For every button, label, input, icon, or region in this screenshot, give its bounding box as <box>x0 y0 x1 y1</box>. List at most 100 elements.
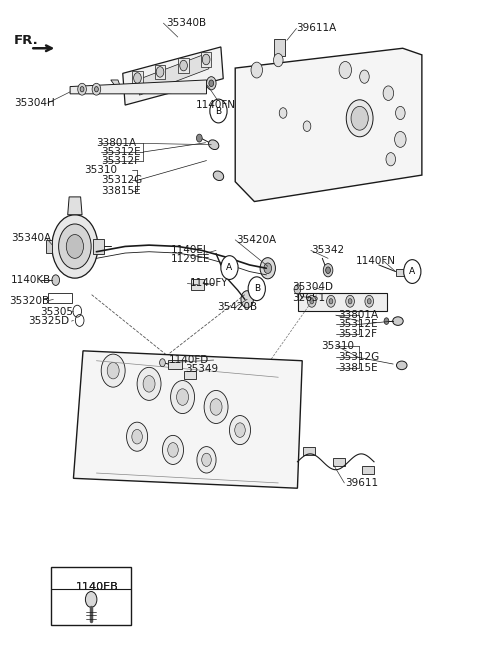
Polygon shape <box>299 293 387 311</box>
Circle shape <box>52 214 98 278</box>
Circle shape <box>206 77 216 90</box>
Circle shape <box>248 277 265 301</box>
Circle shape <box>395 132 406 148</box>
Circle shape <box>80 87 84 92</box>
Text: 33801A: 33801A <box>96 138 136 148</box>
Circle shape <box>351 107 368 130</box>
Text: 1140EB: 1140EB <box>76 583 119 592</box>
Text: FR.: FR. <box>14 34 39 47</box>
Polygon shape <box>73 351 302 489</box>
Bar <box>178 58 189 73</box>
Circle shape <box>210 99 227 123</box>
Text: 1129EE: 1129EE <box>170 254 210 264</box>
Circle shape <box>339 62 351 79</box>
Polygon shape <box>235 48 422 201</box>
Text: 1140FY: 1140FY <box>190 279 228 289</box>
Circle shape <box>202 453 211 467</box>
Circle shape <box>303 121 311 132</box>
Circle shape <box>383 86 394 101</box>
Circle shape <box>386 153 396 166</box>
Text: 35305: 35305 <box>40 307 73 317</box>
Circle shape <box>325 267 330 273</box>
Text: A: A <box>409 267 415 276</box>
Circle shape <box>132 430 143 444</box>
Text: 35420A: 35420A <box>236 235 276 245</box>
Circle shape <box>367 299 371 304</box>
Circle shape <box>274 54 283 67</box>
Text: 35312E: 35312E <box>338 319 378 330</box>
Circle shape <box>107 362 119 379</box>
Circle shape <box>221 256 238 279</box>
Circle shape <box>251 62 263 78</box>
Polygon shape <box>123 47 223 105</box>
Polygon shape <box>46 240 52 253</box>
Polygon shape <box>168 360 181 369</box>
Bar <box>132 71 143 85</box>
Ellipse shape <box>208 140 219 150</box>
Circle shape <box>346 295 354 307</box>
Circle shape <box>78 83 86 95</box>
Text: 35304H: 35304H <box>14 98 55 108</box>
Circle shape <box>85 592 97 607</box>
Ellipse shape <box>396 361 407 369</box>
Circle shape <box>180 60 187 71</box>
Circle shape <box>156 67 164 77</box>
Polygon shape <box>68 197 82 214</box>
Polygon shape <box>333 458 345 466</box>
Circle shape <box>204 391 228 424</box>
Circle shape <box>365 295 373 307</box>
Circle shape <box>127 422 148 451</box>
Text: A: A <box>227 263 232 272</box>
Polygon shape <box>281 84 295 97</box>
Circle shape <box>346 100 373 137</box>
Text: 1140FD: 1140FD <box>169 355 209 365</box>
Circle shape <box>177 389 189 405</box>
Circle shape <box>294 285 301 294</box>
Text: 1140KB: 1140KB <box>11 275 51 285</box>
Polygon shape <box>191 279 204 290</box>
Circle shape <box>308 295 316 307</box>
Circle shape <box>348 299 352 304</box>
Circle shape <box>323 263 333 277</box>
Text: 35342: 35342 <box>311 246 344 256</box>
Circle shape <box>310 299 314 304</box>
Text: 35340A: 35340A <box>11 233 51 243</box>
Ellipse shape <box>213 171 224 181</box>
Circle shape <box>92 83 101 95</box>
Circle shape <box>197 447 216 473</box>
Bar <box>201 52 211 67</box>
Ellipse shape <box>393 317 403 326</box>
Polygon shape <box>362 467 374 475</box>
Circle shape <box>326 295 335 307</box>
Circle shape <box>264 263 272 273</box>
Polygon shape <box>396 269 407 275</box>
Text: 1140FN: 1140FN <box>196 100 236 110</box>
Polygon shape <box>274 39 286 56</box>
Circle shape <box>360 70 369 83</box>
Polygon shape <box>303 448 315 455</box>
Text: 35312F: 35312F <box>101 156 140 166</box>
Circle shape <box>66 234 84 258</box>
Circle shape <box>202 54 210 65</box>
Circle shape <box>168 443 178 457</box>
Circle shape <box>279 108 287 118</box>
Circle shape <box>196 134 202 142</box>
Text: 39611: 39611 <box>345 478 378 488</box>
Polygon shape <box>111 80 123 93</box>
Bar <box>155 65 165 79</box>
Circle shape <box>209 80 214 87</box>
Circle shape <box>210 399 222 415</box>
Circle shape <box>143 375 155 392</box>
Circle shape <box>404 260 421 283</box>
Circle shape <box>241 291 253 308</box>
Text: 35310: 35310 <box>322 340 354 351</box>
Polygon shape <box>183 371 196 379</box>
Polygon shape <box>137 54 209 95</box>
Circle shape <box>101 354 125 387</box>
Circle shape <box>170 381 194 414</box>
Text: 35340B: 35340B <box>166 18 206 28</box>
Text: 35312G: 35312G <box>101 175 143 185</box>
Text: 35320B: 35320B <box>9 296 49 306</box>
Bar <box>51 567 132 625</box>
Text: 35420B: 35420B <box>217 302 257 312</box>
